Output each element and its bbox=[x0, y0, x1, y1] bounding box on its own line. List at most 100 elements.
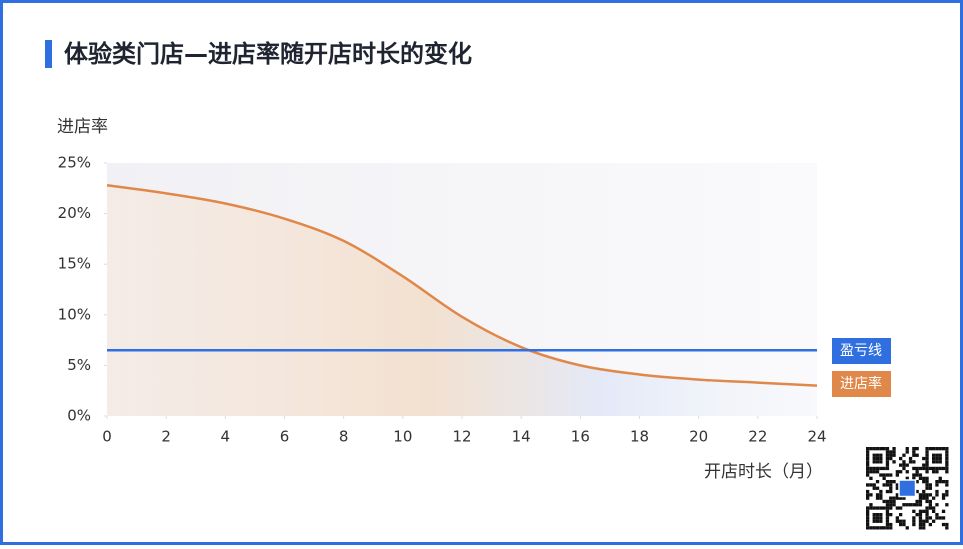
qr-module bbox=[872, 506, 876, 510]
qr-module bbox=[892, 447, 896, 451]
qr-module bbox=[925, 483, 929, 487]
y-tick-label: 20% bbox=[58, 204, 91, 222]
qr-module bbox=[918, 466, 923, 471]
qr-module bbox=[882, 473, 886, 477]
qr-module bbox=[872, 466, 876, 471]
qr-module bbox=[866, 516, 870, 520]
qr-module bbox=[885, 509, 890, 513]
qr-module bbox=[879, 453, 883, 457]
qr-module bbox=[945, 526, 949, 530]
qr-module bbox=[935, 516, 939, 520]
qr-module bbox=[935, 489, 939, 494]
qr-module bbox=[922, 456, 926, 461]
qr-module bbox=[885, 516, 890, 520]
qr-module bbox=[938, 516, 942, 520]
qr-module bbox=[875, 466, 880, 471]
qr-module bbox=[912, 509, 916, 513]
qr-module bbox=[866, 463, 870, 467]
qr-module bbox=[925, 453, 929, 457]
qr-module bbox=[902, 503, 906, 507]
qr-module bbox=[945, 456, 949, 461]
qr-module bbox=[889, 513, 893, 517]
qr-module bbox=[941, 522, 946, 527]
qr-module bbox=[928, 503, 932, 507]
qr-module bbox=[925, 476, 929, 480]
qr-module bbox=[879, 493, 883, 497]
qr-module bbox=[899, 522, 903, 527]
qr-module bbox=[899, 513, 903, 517]
qr-module bbox=[925, 513, 929, 517]
qr-module bbox=[885, 460, 890, 464]
qr-module bbox=[902, 522, 906, 527]
qr-module bbox=[935, 470, 939, 474]
qr-module bbox=[879, 496, 883, 500]
qr-module bbox=[908, 456, 913, 461]
qr-module bbox=[945, 489, 949, 494]
legend-box bbox=[832, 371, 891, 397]
qr-module bbox=[938, 447, 942, 451]
qr-module bbox=[869, 476, 873, 480]
qr-module bbox=[922, 489, 926, 494]
qr-module bbox=[866, 509, 870, 513]
qr-module bbox=[928, 486, 932, 490]
qr-module bbox=[902, 460, 906, 464]
qr-module bbox=[889, 503, 893, 507]
qr-module bbox=[912, 466, 916, 471]
qr-module bbox=[895, 493, 899, 497]
qr-module bbox=[905, 476, 909, 480]
qr-module bbox=[928, 499, 932, 504]
x-tick-label: 22 bbox=[748, 428, 767, 446]
qr-module bbox=[938, 480, 942, 484]
qr-module bbox=[885, 450, 890, 454]
qr-module bbox=[922, 526, 926, 530]
qr-module bbox=[875, 506, 880, 510]
qr-module bbox=[925, 450, 929, 454]
qr-module bbox=[938, 453, 942, 457]
qr-module bbox=[928, 483, 932, 487]
qr-module bbox=[922, 476, 926, 480]
qr-module bbox=[872, 486, 876, 490]
qr-module bbox=[925, 480, 929, 484]
qr-module bbox=[866, 489, 870, 494]
y-tick-label: 5% bbox=[67, 356, 91, 374]
qr-module bbox=[922, 463, 926, 467]
qr-module bbox=[866, 466, 870, 471]
qr-module bbox=[925, 519, 929, 523]
qr-module bbox=[925, 493, 929, 497]
qr-module bbox=[879, 466, 883, 471]
qr-module bbox=[869, 470, 873, 474]
qr-module bbox=[869, 503, 873, 507]
qr-module bbox=[879, 526, 883, 530]
x-tick-label: 20 bbox=[689, 428, 708, 446]
qr-module bbox=[885, 473, 890, 477]
qr-module bbox=[866, 453, 870, 457]
qr-module bbox=[932, 496, 936, 500]
qr-module bbox=[918, 503, 923, 507]
qr-module bbox=[866, 526, 870, 530]
qr-module bbox=[915, 480, 919, 484]
qr-module bbox=[875, 496, 880, 500]
qr-code bbox=[864, 445, 951, 532]
qr-module bbox=[905, 526, 909, 530]
qr-module bbox=[915, 489, 919, 494]
qr-module bbox=[902, 463, 906, 467]
qr-module bbox=[872, 519, 876, 523]
qr-module bbox=[885, 483, 890, 487]
line bbox=[106, 184, 818, 387]
qr-module bbox=[941, 496, 946, 500]
qr-module bbox=[889, 480, 893, 484]
qr-module bbox=[879, 513, 883, 517]
qr-module bbox=[925, 499, 929, 504]
qr-module bbox=[892, 480, 896, 484]
qr-module bbox=[915, 453, 919, 457]
qr-module bbox=[892, 460, 896, 464]
qr-module bbox=[922, 522, 926, 527]
qr-module bbox=[918, 493, 923, 497]
qr-module bbox=[872, 513, 876, 517]
qr-module bbox=[899, 496, 903, 500]
qr-module bbox=[879, 489, 883, 494]
qr-module bbox=[935, 456, 939, 461]
qr-module bbox=[875, 480, 880, 484]
qr-module bbox=[882, 526, 886, 530]
